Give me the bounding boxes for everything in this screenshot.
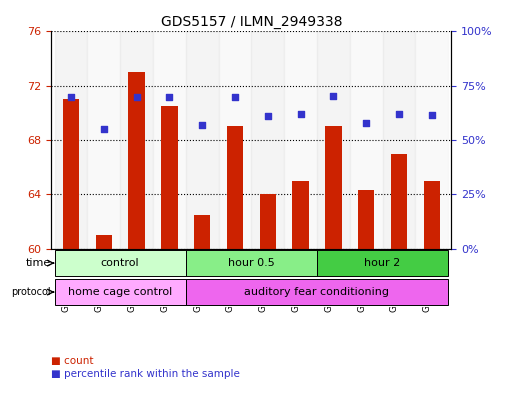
Bar	[219, 31, 251, 249]
Text: hour 2: hour 2	[364, 258, 401, 268]
Bar	[153, 31, 186, 249]
Bar	[260, 194, 276, 249]
Bar	[284, 31, 317, 249]
Bar	[317, 31, 350, 249]
Bar	[424, 181, 440, 249]
Bar	[63, 99, 79, 249]
Bar	[87, 31, 120, 249]
Text: home cage control: home cage control	[68, 287, 172, 297]
Bar	[194, 215, 210, 249]
Text: ■ percentile rank within the sample: ■ percentile rank within the sample	[51, 369, 240, 379]
Point	[395, 111, 403, 117]
Point	[67, 94, 75, 100]
Bar	[350, 31, 383, 249]
Bar	[383, 31, 416, 249]
Bar	[251, 31, 284, 249]
Bar	[161, 106, 177, 249]
Bar	[358, 190, 374, 249]
Text: control: control	[101, 258, 140, 268]
Point	[297, 111, 305, 117]
FancyBboxPatch shape	[186, 250, 317, 276]
Point	[362, 119, 370, 126]
Text: protocol: protocol	[11, 287, 51, 297]
Point	[100, 126, 108, 132]
FancyBboxPatch shape	[54, 279, 186, 305]
Text: hour 0.5: hour 0.5	[228, 258, 275, 268]
Text: time: time	[26, 258, 51, 268]
Bar	[292, 181, 309, 249]
Bar	[391, 154, 407, 249]
FancyBboxPatch shape	[54, 250, 186, 276]
Point	[264, 113, 272, 119]
Bar	[416, 31, 448, 249]
Bar	[95, 235, 112, 249]
Point	[132, 94, 141, 100]
Point	[198, 122, 206, 128]
Point	[231, 94, 239, 100]
Bar	[120, 31, 153, 249]
FancyBboxPatch shape	[317, 250, 448, 276]
Title: GDS5157 / ILMN_2949338: GDS5157 / ILMN_2949338	[161, 15, 342, 29]
Text: ■ count: ■ count	[51, 356, 94, 365]
Bar	[325, 127, 342, 249]
Bar	[227, 127, 243, 249]
Bar	[54, 31, 87, 249]
Text: auditory fear conditioning: auditory fear conditioning	[245, 287, 389, 297]
Bar	[186, 31, 219, 249]
FancyBboxPatch shape	[186, 279, 448, 305]
Bar	[128, 72, 145, 249]
Point	[428, 112, 436, 118]
Point	[329, 92, 338, 99]
Point	[165, 94, 173, 100]
